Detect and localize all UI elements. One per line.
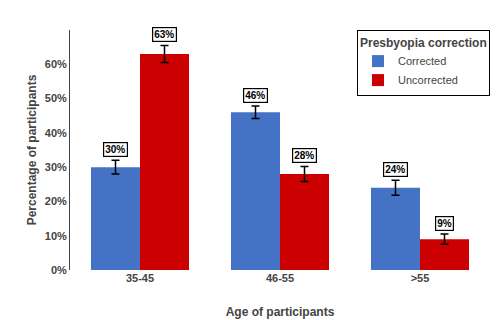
svg-text:40%: 40%: [45, 127, 67, 139]
svg-text:Corrected: Corrected: [398, 55, 446, 67]
svg-text:28%: 28%: [294, 150, 314, 161]
svg-text:10%: 10%: [45, 230, 67, 242]
svg-text:30%: 30%: [45, 161, 67, 173]
svg-text:63%: 63%: [154, 29, 174, 40]
svg-text:>55: >55: [411, 272, 430, 284]
svg-text:30%: 30%: [105, 144, 125, 155]
svg-text:35-45: 35-45: [126, 272, 154, 284]
svg-text:20%: 20%: [45, 195, 67, 207]
svg-text:50%: 50%: [45, 92, 67, 104]
svg-text:46%: 46%: [245, 90, 265, 101]
svg-text:9%: 9%: [437, 218, 452, 229]
svg-text:Percentage of participants: Percentage of participants: [25, 74, 39, 225]
svg-text:Presbyopia correction: Presbyopia correction: [360, 36, 487, 50]
svg-text:Uncorrected: Uncorrected: [398, 74, 458, 86]
svg-text:Age of participants: Age of participants: [226, 305, 335, 319]
svg-text:46-55: 46-55: [266, 272, 294, 284]
svg-text:0%: 0%: [51, 264, 67, 276]
svg-text:24%: 24%: [385, 164, 405, 175]
svg-text:60%: 60%: [45, 58, 67, 70]
